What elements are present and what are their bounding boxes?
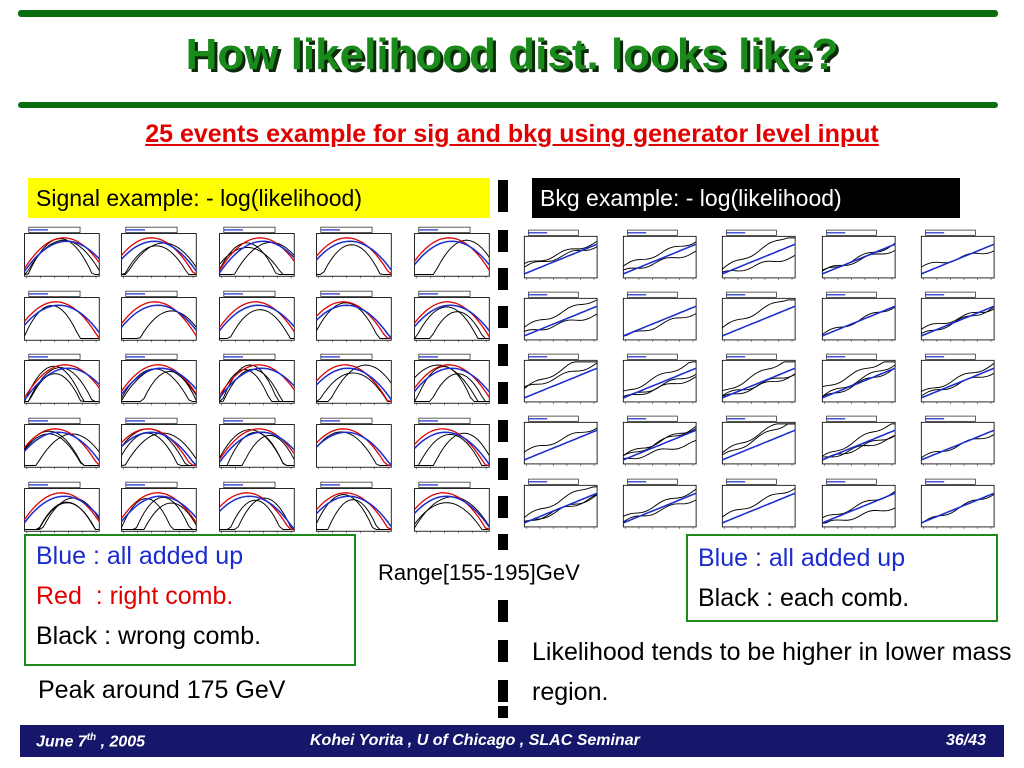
signal-thumbnail-plot [16, 225, 101, 283]
bkg-thumbnail-plot [913, 290, 996, 346]
footer-author: Kohei Yorita , U of Chicago , SLAC Semin… [310, 732, 640, 749]
bkg-thumbnail-plot [714, 414, 797, 470]
signal-thumbnail-plot [16, 289, 101, 347]
signal-thumbnail-plot [308, 225, 393, 283]
signal-thumbnail-plot [211, 480, 296, 538]
signal-thumbnail-plot [113, 416, 198, 474]
signal-thumbnail-plot [406, 289, 491, 347]
top-rule [18, 10, 998, 17]
bkg-thumbnail-plot [913, 414, 996, 470]
signal-thumbnail-plot [211, 289, 296, 347]
signal-thumbnail-plot [406, 416, 491, 474]
signal-thumbnail-plot [113, 352, 198, 410]
bkg-legend-black: Black : each comb. [698, 584, 910, 612]
bkg-thumbnail-plot [714, 290, 797, 346]
bkg-thumbnail-plot [615, 477, 698, 533]
bkg-thumbnail-plot [714, 228, 797, 284]
bkg-thumbnail-plot [814, 352, 897, 408]
signal-panel-label: Signal example: - log(likelihood) [28, 178, 490, 218]
bkg-thumbnail-plot [913, 228, 996, 284]
signal-legend-black: Black : wrong comb. [36, 622, 262, 650]
bkg-thumbnail-plot [516, 477, 599, 533]
bkg-thumbnail-plot [814, 228, 897, 284]
signal-thumbnail-plot [308, 416, 393, 474]
signal-thumbnail-plot [16, 416, 101, 474]
bkg-thumbnail-plot [615, 228, 698, 284]
signal-thumbnail-plot [308, 480, 393, 538]
bkg-thumbnail-plot [913, 477, 996, 533]
bkg-thumbnail-plot [615, 414, 698, 470]
signal-plot-grid [16, 225, 491, 533]
signal-thumbnail-plot [211, 416, 296, 474]
bkg-thumbnail-plot [814, 414, 897, 470]
bkg-thumbnail-plot [814, 290, 897, 346]
signal-thumbnail-plot [406, 352, 491, 410]
peak-note: Peak around 175 GeV [38, 676, 286, 704]
range-note: Range[155-195]GeV [378, 560, 580, 585]
signal-legend-box: Blue : all added up Red : right comb. Bl… [24, 534, 356, 666]
bkg-thumbnail-plot [714, 352, 797, 408]
bkg-thumbnail-plot [714, 477, 797, 533]
signal-thumbnail-plot [16, 480, 101, 538]
signal-thumbnail-plot [211, 352, 296, 410]
signal-thumbnail-plot [113, 289, 198, 347]
bkg-legend-blue: Blue : all added up [698, 544, 906, 572]
bkg-plot-grid [516, 228, 996, 529]
bkg-thumbnail-plot [615, 290, 698, 346]
bkg-thumbnail-plot [913, 352, 996, 408]
signal-thumbnail-plot [16, 352, 101, 410]
bkg-thumbnail-plot [516, 352, 599, 408]
signal-thumbnail-plot [113, 225, 198, 283]
footer-bar: June 7th , 2005 Kohei Yorita , U of Chic… [20, 725, 1004, 757]
signal-thumbnail-plot [308, 289, 393, 347]
signal-thumbnail-plot [406, 225, 491, 283]
footer-date: June 7th , 2005 [36, 732, 146, 751]
bkg-thumbnail-plot [814, 477, 897, 533]
slide-subtitle: 25 events example for sig and bkg using … [145, 120, 879, 148]
bkg-panel-label: Bkg example: - log(likelihood) [532, 178, 960, 218]
signal-thumbnail-plot [308, 352, 393, 410]
title-underline [18, 102, 998, 108]
signal-thumbnail-plot [406, 480, 491, 538]
signal-legend-red: Red : right comb. [36, 582, 234, 610]
slide-title: How likelihood dist. looks like? [185, 30, 839, 79]
bkg-thumbnail-plot [615, 352, 698, 408]
bkg-thumbnail-plot [516, 228, 599, 284]
signal-thumbnail-plot [211, 225, 296, 283]
bkg-thumbnail-plot [516, 414, 599, 470]
bkg-thumbnail-plot [516, 290, 599, 346]
footer-page-number: 36/43 [945, 732, 986, 749]
trend-note: Likelihood tends to be higher in lower m… [532, 638, 1012, 706]
signal-thumbnail-plot [113, 480, 198, 538]
signal-legend-blue: Blue : all added up [36, 542, 244, 570]
bkg-legend-box: Blue : all added up Black : each comb. [686, 534, 998, 622]
